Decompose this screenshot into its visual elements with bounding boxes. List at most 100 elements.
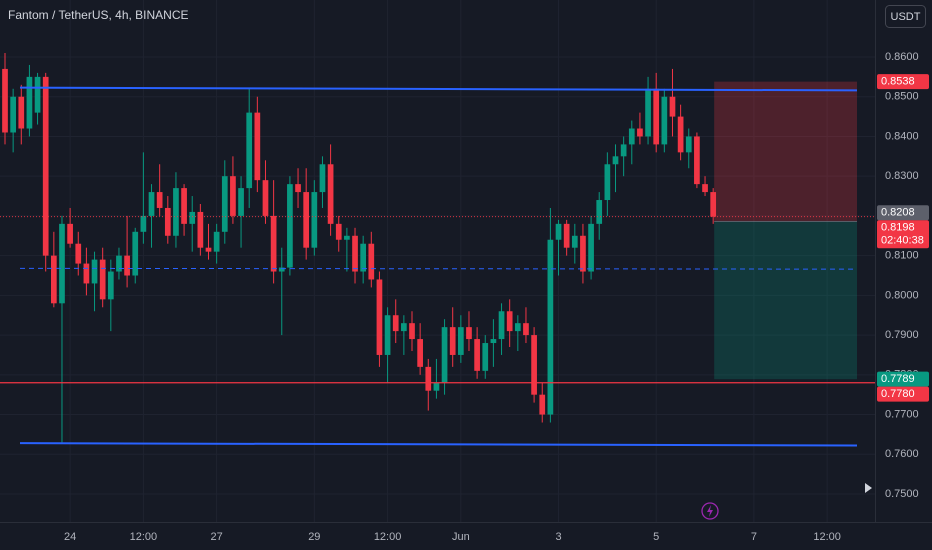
candle-body [669,96,676,117]
drawn-line [19,86,858,92]
scroll-arrow[interactable] [865,483,872,493]
candle-body [262,180,269,216]
x-tick-label: 12:00 [130,531,158,543]
chart-title: Fantom / TetherUS, 4h, BINANCE [8,8,189,22]
candle-body [571,235,578,248]
candle-body [368,243,375,280]
candle-body [50,255,57,304]
candle-body [563,223,570,248]
candle-body [327,164,334,224]
candle-body [457,327,464,355]
y-tick-label: 0.7600 [885,448,919,460]
y-tick-label: 0.8100 [885,250,919,262]
candle-body [83,263,90,284]
candle-body [482,343,489,371]
candle-body [254,112,261,181]
price-tag-label: 0.8538 [881,76,915,88]
candle-body [498,311,505,340]
candle-body [653,88,660,145]
candle-body [514,323,521,332]
y-tick-label: 0.8300 [885,170,919,182]
x-tick-label: 12:00 [813,531,841,543]
candle-body [441,327,448,383]
candle-body [392,315,399,332]
candle-body [34,76,41,113]
currency-label[interactable]: USDT [891,11,921,23]
candle-body [620,144,627,157]
x-tick-label: 7 [751,531,757,543]
candle-body [637,128,643,137]
x-tick-label: 27 [211,531,223,543]
x-tick-label: Jun [452,531,470,543]
candle-body [604,164,611,201]
candle-body [710,192,717,217]
candle-body [278,267,285,272]
candle-body [116,255,122,272]
candle-body [42,76,49,256]
candle-body [91,259,98,284]
y-tick-label: 0.8600 [885,51,919,63]
candle-body [311,192,318,248]
price-tag [877,74,929,90]
candle-body [596,200,603,224]
candle-body [107,271,114,300]
price-tag-label: 0.7780 [881,388,915,400]
x-tick-label: 5 [653,531,659,543]
y-tick-label: 0.7700 [885,408,919,420]
candle-body [230,176,236,216]
candle-body [376,279,383,355]
candle-body [132,231,139,276]
candle-body [156,192,163,208]
candle-body [555,223,562,240]
candle-body [335,223,342,240]
y-tick-label: 0.8400 [885,130,919,142]
candle-body [164,207,171,236]
price-tag [877,205,929,221]
candle-body [490,339,497,344]
candle-body [523,323,529,336]
candle-body [344,235,350,240]
candle-body [189,211,196,224]
candle-body [270,215,277,272]
candle-body [628,128,635,145]
currency-button[interactable] [885,5,926,28]
stop-zone [714,81,857,222]
candle-body [360,243,367,272]
x-tick-label: 24 [64,531,76,543]
candle-body [702,184,708,193]
candle-body [124,255,130,276]
candle-body [287,184,293,268]
x-tick-label: 29 [308,531,320,543]
candle-body [506,311,513,332]
candle-body [99,259,106,300]
price-tag [877,386,929,402]
y-tick-label: 0.7900 [885,329,919,341]
candle-body [148,192,155,216]
y-tick-label: 0.7500 [885,488,919,500]
drawn-line [19,442,858,447]
candle-body [10,96,16,133]
candle-body [205,247,212,252]
candle-body [213,231,220,252]
candle-body [685,136,692,153]
candle-body [425,366,432,391]
price-tag-label: 0.8198 [881,222,915,234]
candle-body [661,96,668,145]
candle-body [75,243,82,264]
candle-body [18,96,25,129]
target-zone [714,221,857,380]
countdown: 02:40:38 [881,235,924,247]
candle-body [580,235,586,272]
candle-body [384,315,391,355]
candle-body [197,211,204,248]
candle-body [612,156,619,165]
candle-body [531,335,537,395]
candle-body [449,327,456,355]
candle-body [547,239,554,415]
candle-body [466,327,472,340]
price-tag-label: 0.7789 [881,373,915,385]
candle-body [645,88,651,137]
event-icon[interactable] [701,502,719,520]
